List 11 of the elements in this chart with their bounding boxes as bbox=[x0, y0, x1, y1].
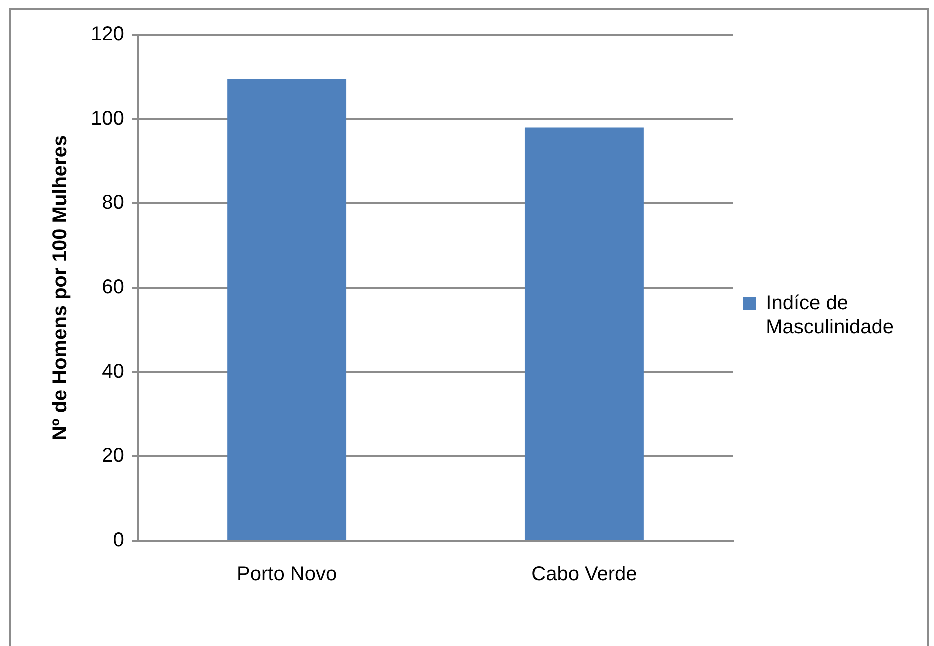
y-tick-label: 120 bbox=[90, 24, 124, 46]
y-tick-label: 100 bbox=[90, 108, 124, 130]
x-tick-label: Cabo Verde bbox=[532, 564, 638, 586]
legend-label: Indíce de Masculinidade bbox=[766, 292, 894, 339]
x-tick-label: Porto Novo bbox=[237, 564, 338, 586]
y-tick-label: 60 bbox=[102, 276, 124, 299]
y-tick-label: 80 bbox=[102, 192, 124, 214]
y-tick-label: 0 bbox=[113, 530, 124, 552]
y-axis-title: Nº de Homens por 100 Mulheres bbox=[50, 135, 72, 441]
y-tick-label: 40 bbox=[102, 360, 124, 383]
y-tick-label: 20 bbox=[102, 445, 124, 468]
